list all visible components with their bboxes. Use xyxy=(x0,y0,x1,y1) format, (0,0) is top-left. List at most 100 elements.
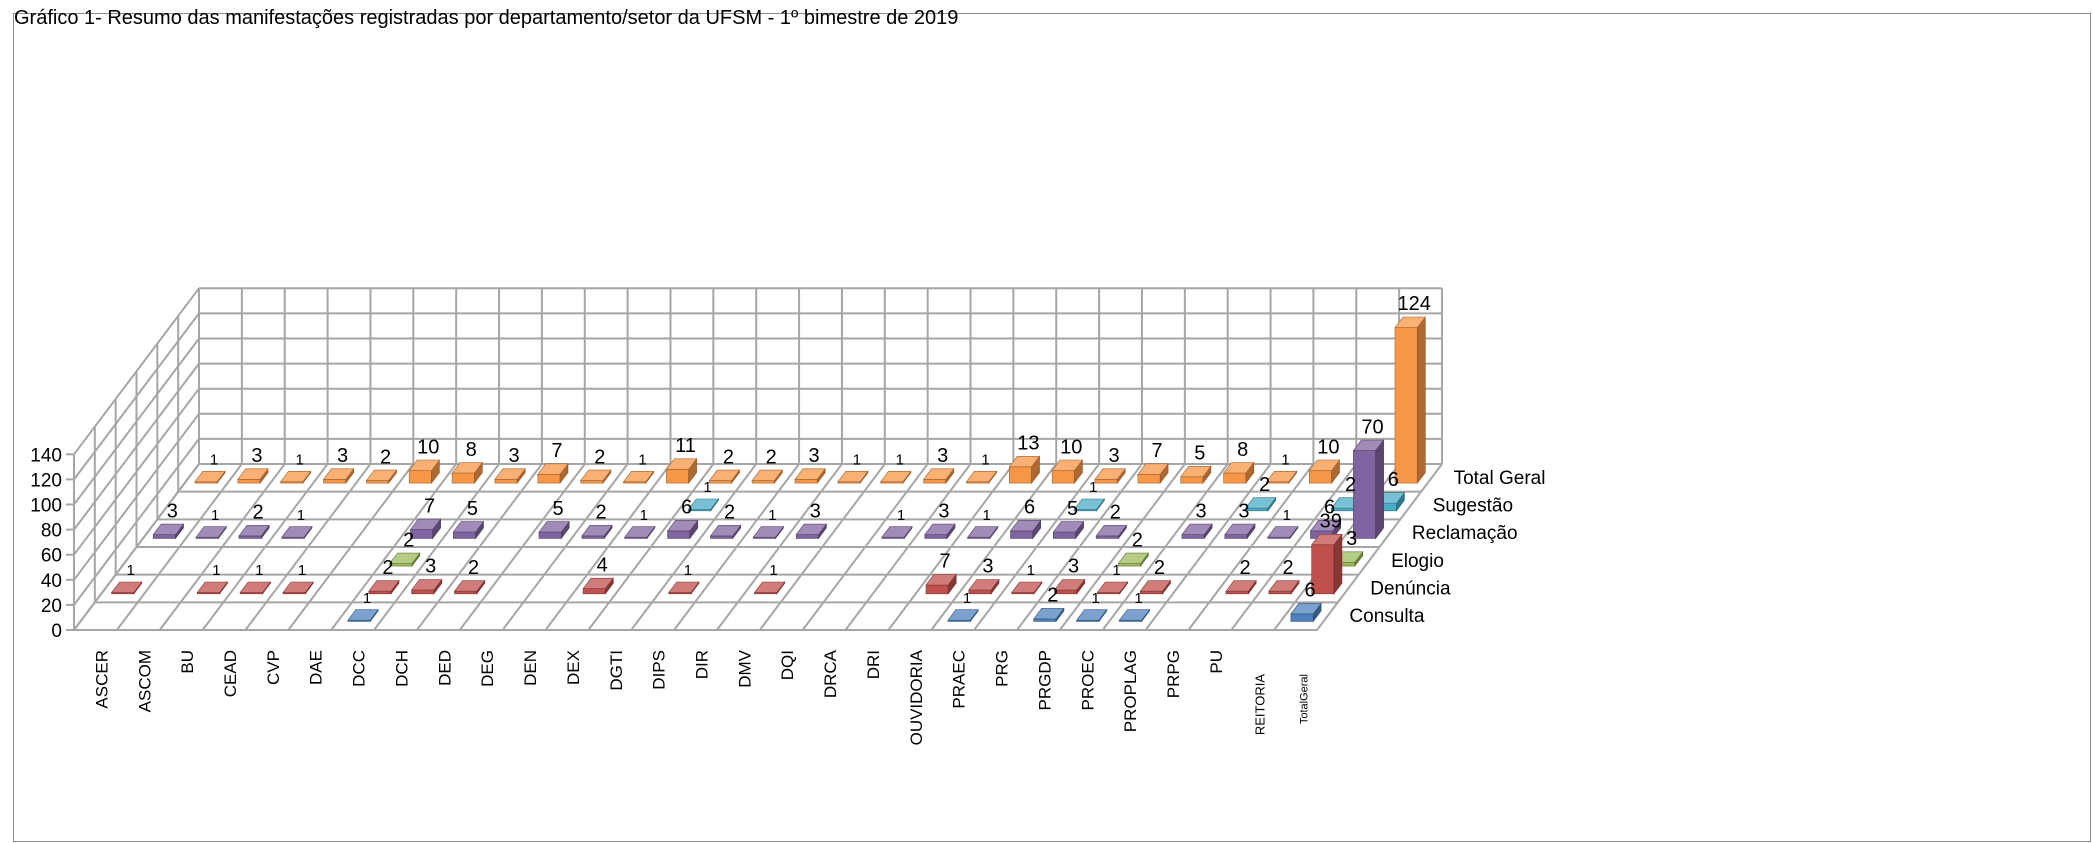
data-label: 1 xyxy=(1089,479,1097,496)
bar-front xyxy=(452,531,476,539)
bar-top xyxy=(1073,498,1106,510)
bar xyxy=(1224,523,1256,540)
category-label: PROEC xyxy=(1078,650,1097,710)
bar-top xyxy=(1224,523,1256,536)
bar-top xyxy=(1244,497,1277,509)
bar-front xyxy=(751,480,775,484)
bar xyxy=(1118,608,1151,623)
data-label: 2 xyxy=(1132,529,1143,551)
bar-top xyxy=(410,579,443,591)
bar-side xyxy=(1417,316,1426,484)
data-label: 2 xyxy=(723,446,734,468)
bar-front xyxy=(666,468,690,484)
bar xyxy=(494,467,526,484)
bar-top xyxy=(368,580,400,592)
series-label: Consulta xyxy=(1349,606,1424,627)
bar xyxy=(795,523,827,540)
bar xyxy=(753,581,786,595)
data-label: 11 xyxy=(675,435,696,457)
y-tick-label: 0 xyxy=(51,621,62,642)
data-label: 1 xyxy=(1112,562,1120,579)
bar xyxy=(1268,579,1300,595)
category-label: PU xyxy=(1207,650,1226,674)
bar xyxy=(751,469,783,484)
category-label: ASCER xyxy=(92,650,111,709)
bar-front xyxy=(1309,470,1332,484)
bar-top xyxy=(347,609,379,621)
data-label: 2 xyxy=(1047,585,1058,607)
bar xyxy=(1033,607,1065,623)
bar-front xyxy=(408,470,432,484)
category-label: DCH xyxy=(393,650,412,687)
bar xyxy=(1096,581,1129,595)
data-label: 10 xyxy=(1317,436,1339,458)
bar xyxy=(1139,579,1172,595)
bar-top xyxy=(665,458,698,470)
data-label: 1 xyxy=(255,562,263,579)
bar xyxy=(451,461,483,484)
bar xyxy=(1094,467,1126,484)
y-tick-label: 80 xyxy=(41,521,62,542)
data-label: 3 xyxy=(937,445,948,467)
bar-front xyxy=(925,584,949,595)
bar xyxy=(581,524,613,540)
data-label: 2 xyxy=(594,446,605,468)
bar-top xyxy=(1008,455,1041,468)
data-label: 8 xyxy=(466,439,477,461)
bar xyxy=(752,525,785,540)
category-label: DIR xyxy=(693,650,712,679)
bar xyxy=(582,577,614,595)
data-label: 3 xyxy=(938,500,949,522)
category-label: DED xyxy=(435,650,454,686)
data-label: 3 xyxy=(337,445,348,467)
data-label: 3 xyxy=(425,556,436,578)
bar-top xyxy=(1352,439,1385,451)
bar xyxy=(580,469,612,484)
data-label: 2 xyxy=(1110,502,1121,524)
bar xyxy=(538,520,570,540)
bar-front xyxy=(1053,531,1076,539)
bar xyxy=(1051,459,1084,484)
bar-front xyxy=(924,534,948,539)
category-label: DRCA xyxy=(821,649,840,698)
bar xyxy=(410,578,443,595)
bar-top xyxy=(237,468,269,480)
bar-top xyxy=(453,580,486,592)
bar-front xyxy=(667,530,691,539)
category-label: DGTI xyxy=(607,650,626,691)
bar-front xyxy=(368,590,392,595)
bar-front xyxy=(1223,472,1247,484)
data-label: 2 xyxy=(380,446,391,468)
bar-top xyxy=(1137,463,1169,475)
bar-front xyxy=(710,535,734,539)
bar xyxy=(1352,439,1385,540)
bar-top xyxy=(966,526,999,538)
bar xyxy=(624,525,656,540)
bar xyxy=(388,552,421,567)
bar xyxy=(1073,498,1106,512)
bar xyxy=(965,470,998,484)
bar-front xyxy=(1095,535,1119,539)
chart-frame: Gráfico 1- Resumo das manifestações regi… xyxy=(13,7,2091,842)
bar-front xyxy=(323,478,347,484)
data-label: 2 xyxy=(382,557,393,579)
category-label: PRPG xyxy=(1164,650,1183,698)
bar xyxy=(239,581,272,595)
bar xyxy=(925,573,957,595)
data-label: 1 xyxy=(1134,590,1142,607)
data-label: 6 xyxy=(1324,497,1335,519)
bar-top xyxy=(924,523,956,536)
bars xyxy=(110,316,1426,623)
data-label: 7 xyxy=(424,495,435,517)
bar-front xyxy=(1268,590,1292,595)
bar-front xyxy=(794,478,818,484)
series-label: Sugestão xyxy=(1433,496,1513,517)
data-label: 1 xyxy=(768,507,776,524)
bar-front xyxy=(152,534,176,539)
data-label: 3 xyxy=(1195,500,1206,522)
data-label: 2 xyxy=(253,502,264,524)
data-label: 6 xyxy=(1388,469,1399,491)
chart-title: Gráfico 1- Resumo das manifestações regi… xyxy=(14,7,959,29)
bar-front xyxy=(923,478,947,484)
